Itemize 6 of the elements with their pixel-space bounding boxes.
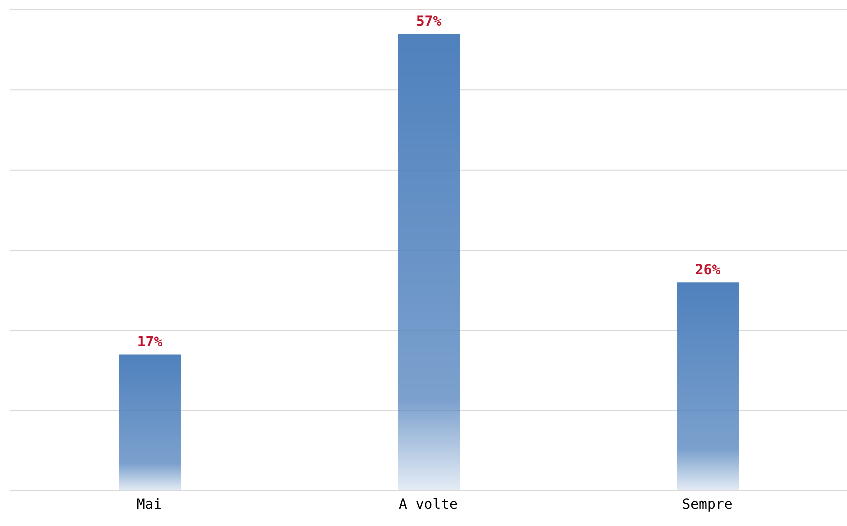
data-label: 17% [137, 334, 164, 351]
data-label: 57% [416, 14, 442, 30]
data-label: 26% [695, 262, 722, 279]
x-tick-label: A volte [398, 496, 458, 513]
x-tick-label: Mai [136, 496, 162, 513]
x-tick-label: Sempre [682, 496, 733, 513]
